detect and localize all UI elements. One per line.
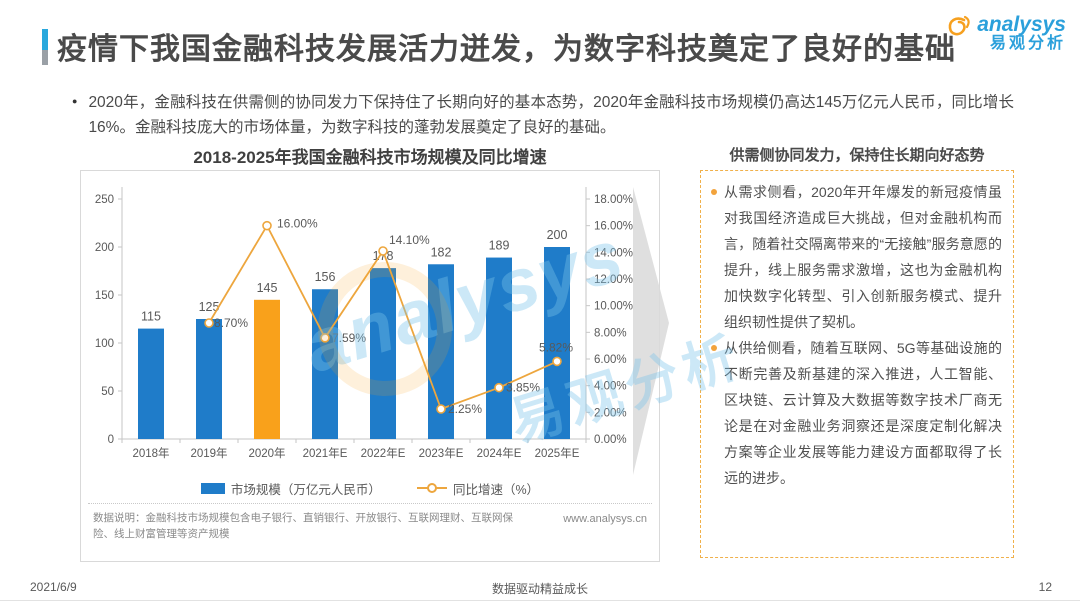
line-marker-2022年E xyxy=(378,246,388,256)
bar-value-label: 182 xyxy=(431,245,452,259)
line-marker-2020年 xyxy=(262,220,272,231)
logo-brand-cn-text: 易观分析 xyxy=(989,35,1066,53)
bar-2025年E xyxy=(544,247,570,439)
bar-value-label: 189 xyxy=(489,239,510,253)
right-axis-tick-label: 12.00% xyxy=(594,274,633,286)
chart-legend: 市场规模（万亿元人民币） 同比增速（%） xyxy=(86,475,654,501)
x-axis-category-label: 2018年 xyxy=(132,446,169,460)
bar-2022年E xyxy=(370,268,396,439)
growth-rate-label: 14.10% xyxy=(389,233,430,247)
growth-rate-label: 5.82% xyxy=(539,340,573,354)
orange-bullet-dot xyxy=(711,189,717,195)
left-axis-tick-label: 100 xyxy=(95,338,114,350)
right-axis-tick-label: 18.00% xyxy=(594,194,633,206)
bar-2024年E xyxy=(486,257,512,439)
left-axis-tick-label: 150 xyxy=(95,290,114,302)
legend-item-bar: 市场规模（万亿元人民币） xyxy=(200,479,381,498)
bar-value-label: 200 xyxy=(547,228,568,242)
x-axis-category-label: 2023年E xyxy=(419,446,464,460)
right-axis-tick-label: 14.00% xyxy=(594,247,633,259)
line-legend-swatch xyxy=(416,483,447,493)
line-marker-2019年 xyxy=(204,318,214,328)
bar-value-label: 115 xyxy=(141,310,161,324)
panel-bullet-supply-text: 从供给侧看，随着互联网、5G等基础设施的不断完善及新基建的深入推进，人工智能、区… xyxy=(724,340,1002,486)
brand-logo: analysys 易观分析 xyxy=(943,13,1066,53)
legend-item-line: 同比增速（%） xyxy=(416,479,540,498)
bar-2018年 xyxy=(138,328,164,439)
market-scale-growth-chart: 0 50 100 150 200 250 0.00% 2.00% 4.00% 6.00% 8.00%… xyxy=(95,187,633,460)
bullet-marker: ● xyxy=(72,96,78,106)
line-marker-2024年E xyxy=(494,382,504,393)
footer: 2021/6/9 数据驱动精益成长 12 xyxy=(0,580,1080,596)
source-url: www.analysys.cn xyxy=(563,513,647,525)
growth-rate-label: 8.70% xyxy=(214,316,248,330)
growth-rate-label: 2.25% xyxy=(448,402,482,416)
intro-text: 2020年，金融科技在供需侧的协同发力下保持住了长期向好的基本态势，2020年金… xyxy=(88,94,1014,137)
analysis-panel: 从需求侧看，2020年开年爆发的新冠疫情虽对我国经济造成巨大挑战，但对金融机构而… xyxy=(700,170,1014,558)
footer-divider-line xyxy=(0,600,1080,601)
right-axis-tick-label: 10.00% xyxy=(594,301,633,313)
growth-rate-label: 3.85% xyxy=(506,381,540,395)
panel-bullet-demand-text: 从需求侧看，2020年开年爆发的新冠疫情虽对我国经济造成巨大挑战，但对金融机构而… xyxy=(724,184,1002,330)
left-axis-tick-label: 200 xyxy=(95,242,114,254)
right-axis-tick-label: 2.00% xyxy=(594,407,627,419)
left-axis-tick-label: 0 xyxy=(108,434,114,446)
growth-rate-label: 16.00% xyxy=(277,217,318,231)
x-axis-category-label: 2021年E xyxy=(303,446,348,460)
left-axis-tick-label: 250 xyxy=(95,194,114,206)
note-divider xyxy=(88,503,652,504)
logo-brand-text: analysys xyxy=(977,13,1066,36)
line-marker-2025年E xyxy=(552,356,562,367)
bar-legend-swatch xyxy=(200,482,225,494)
footer-slogan: 数据驱动精益成长 xyxy=(491,582,588,596)
accent-gray-segment xyxy=(42,50,48,65)
x-axis-category-label: 2022年E xyxy=(361,446,406,460)
panel-bullet-demand: 从需求侧看，2020年开年爆发的新冠疫情虽对我国经济造成巨大挑战，但对金融机构而… xyxy=(709,179,1002,335)
bar-value-label: 145 xyxy=(257,281,278,295)
bar-2021年E xyxy=(312,289,338,439)
bar-2019年 xyxy=(196,319,222,439)
chart-container: 0 50 100 150 200 250 0.00% 2.00% 4.00% 6.00% 8.00%… xyxy=(80,170,660,562)
chart-title: 2018-2025年我国金融科技市场规模及同比增速 xyxy=(193,148,547,167)
bar-legend-label: 市场规模（万亿元人民币） xyxy=(230,482,381,497)
bar-value-label: 125 xyxy=(199,300,220,314)
line-marker-2021年E xyxy=(320,333,330,343)
right-axis-tick-label: 8.00% xyxy=(594,327,627,339)
accent-blue-segment xyxy=(42,29,48,50)
x-axis-category-label: 2025年E xyxy=(535,446,580,460)
orange-bullet-dot xyxy=(711,345,717,351)
left-axis-tick-label: 50 xyxy=(101,386,114,398)
panel-bullet-supply: 从供给侧看，随着互联网、5G等基础设施的不断完善及新基建的深入推进，人工智能、区… xyxy=(709,335,1002,491)
x-axis-category-label: 2019年 xyxy=(190,446,227,460)
right-axis-tick-label: 4.00% xyxy=(594,381,627,393)
line-legend-label: 同比增速（%） xyxy=(452,482,540,497)
footer-date: 2021/6/9 xyxy=(30,580,77,594)
panel-header: 供需侧协同发力，保持住长期向好态势 xyxy=(729,147,985,164)
page-number: 12 xyxy=(1038,580,1052,594)
bar-2020年 xyxy=(254,299,280,439)
bar-value-label: 156 xyxy=(315,270,336,284)
logo-swirl-icon xyxy=(948,15,970,36)
right-axis-tick-label: 0.00% xyxy=(594,434,627,446)
right-axis-tick-label: 16.00% xyxy=(594,221,633,233)
chart-note-row: 数据说明：金融科技市场规模包含电子银行、直销银行、开放银行、互联网理财、互联网保… xyxy=(86,504,654,543)
data-note-text: 数据说明：金融科技市场规模包含电子银行、直销银行、开放银行、互联网理财、互联网保… xyxy=(93,512,513,541)
transition-arrow xyxy=(633,187,669,475)
right-axis-tick-label: 6.00% xyxy=(594,354,627,366)
line-marker-2023年E xyxy=(436,404,446,414)
page-title: 疫情下我国金融科技发展活力迸发，为数字科技奠定了良好的基础 xyxy=(57,33,956,66)
title-accent-bar xyxy=(42,29,48,65)
intro-paragraph: ● 2020年，金融科技在供需侧的协同发力下保持住了长期向好的基本态势，2020… xyxy=(72,90,1014,140)
x-axis-category-label: 2020年 xyxy=(248,446,285,460)
growth-rate-label: 7.59% xyxy=(332,331,366,345)
x-axis-category-label: 2024年E xyxy=(477,446,522,460)
